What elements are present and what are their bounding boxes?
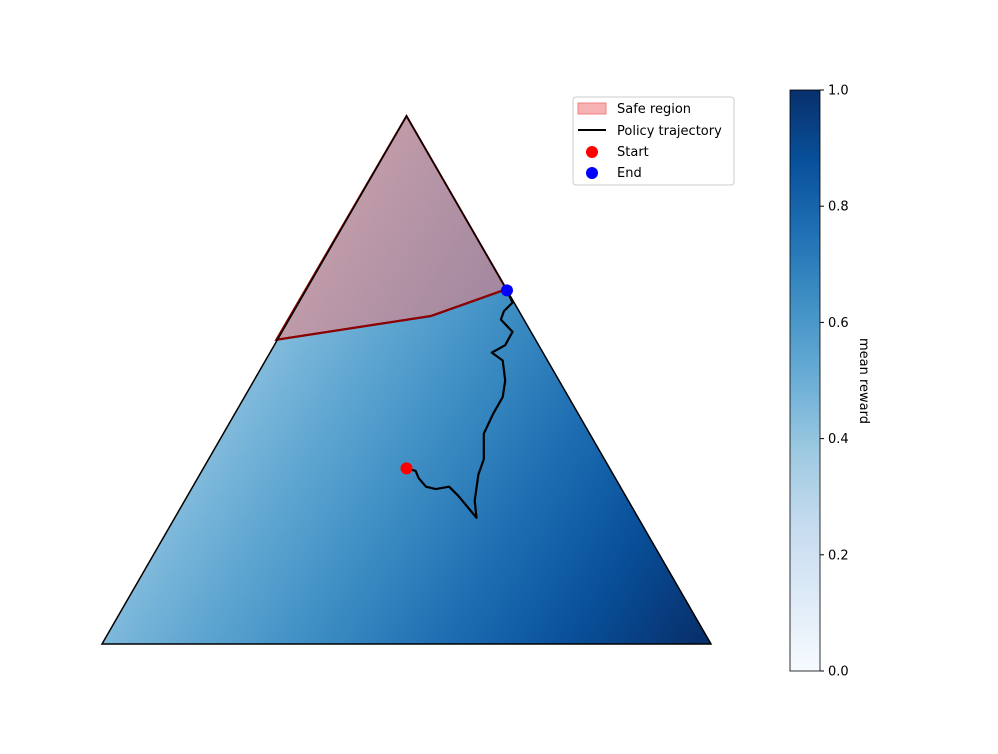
colorbar: 0.0 0.2 0.4 0.6 0.8 1.0 mean reward xyxy=(789,84,871,680)
simplex-plot xyxy=(100,114,713,645)
legend: Safe region Policy trajectory Start End xyxy=(572,96,735,186)
colorbar-tick-label: 0.4 xyxy=(828,432,849,447)
legend-swatch-end xyxy=(586,167,598,179)
legend-label-policy-trajectory: Policy trajectory xyxy=(617,124,722,139)
end-point xyxy=(500,284,513,297)
colorbar-tick-label: 0.2 xyxy=(828,548,849,563)
start-point xyxy=(400,462,413,475)
policy-trajectory-line xyxy=(406,289,514,519)
legend-label-start: Start xyxy=(617,145,649,160)
legend-swatch-start xyxy=(586,146,598,158)
colorbar-gradient xyxy=(789,89,821,672)
colorbar-tick-label: 0.8 xyxy=(828,200,849,215)
colorbar-ticks: 0.0 0.2 0.4 0.6 0.8 1.0 xyxy=(820,84,849,680)
colorbar-tick-label: 1.0 xyxy=(828,84,849,99)
legend-swatch-safe-region xyxy=(577,102,607,115)
safe-region-boundary xyxy=(276,288,507,341)
legend-label-safe-region: Safe region xyxy=(617,102,691,117)
colorbar-label: mean reward xyxy=(856,338,871,424)
colorbar-tick-label: 0.0 xyxy=(828,665,849,680)
simplex-outline xyxy=(100,114,713,645)
colorbar-tick-label: 0.6 xyxy=(828,316,849,331)
legend-label-end: End xyxy=(617,166,642,181)
legend-frame xyxy=(572,96,735,186)
